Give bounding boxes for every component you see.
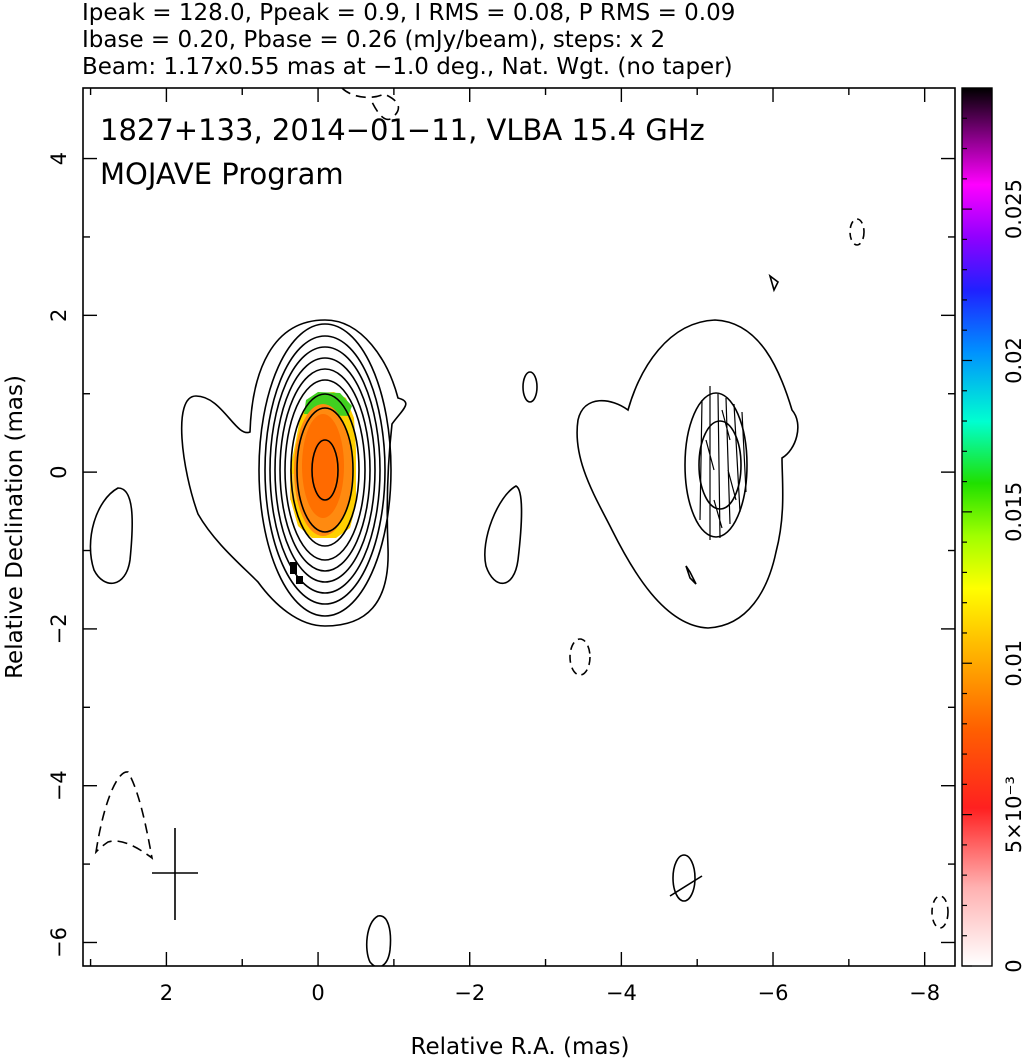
x-tick-label: −2 xyxy=(454,981,485,1005)
isolated-contours xyxy=(89,88,949,966)
axis-ticks xyxy=(83,88,955,966)
y-tick-label: 0 xyxy=(47,465,71,478)
polarization-vectors xyxy=(699,386,747,540)
colorbar-tick-label: 0.025 xyxy=(1002,179,1022,239)
colorbar-tick-label: 0 xyxy=(1002,959,1022,972)
y-tick-label: 4 xyxy=(47,152,71,165)
x-tick-label: 2 xyxy=(160,981,173,1005)
colorbar-tick-label: 5×10⁻³ xyxy=(1002,776,1022,853)
header-line-2: Ibase = 0.20, Pbase = 0.26 (mJy/beam), s… xyxy=(82,27,666,53)
y-tick-label: −6 xyxy=(47,927,71,958)
colorbar xyxy=(961,87,993,967)
x-tick-label: 0 xyxy=(311,981,324,1005)
chart-annotation-line-2: MOJAVE Program xyxy=(100,157,344,191)
header-line-3: Beam: 1.17x0.55 mas at −1.0 deg., Nat. W… xyxy=(82,54,733,80)
chart-annotation-line-1: 1827+133, 2014−01−11, VLBA 15.4 GHz xyxy=(100,113,705,147)
beam-cross xyxy=(152,828,198,920)
core-contours xyxy=(180,319,407,627)
colorbar-tick-label: 0.01 xyxy=(1002,640,1022,687)
x-tick-label: −6 xyxy=(758,981,789,1005)
colorbar-tick-label: 0.015 xyxy=(1002,482,1022,542)
header-line-1: Ipeak = 128.0, Ppeak = 0.9, I RMS = 0.08… xyxy=(82,0,736,26)
jet-component-contours xyxy=(576,319,799,629)
polarization-image xyxy=(290,392,356,584)
plot-frame xyxy=(82,87,956,967)
y-tick-label: −2 xyxy=(47,613,71,644)
colorbar-tick-label: 0.02 xyxy=(1002,337,1022,384)
y-tick-label: −4 xyxy=(47,770,71,801)
x-tick-label: −8 xyxy=(909,981,940,1005)
y-tick-label: 2 xyxy=(47,309,71,322)
y-axis-label: Relative Declination (mas) xyxy=(2,375,28,679)
x-axis-label: Relative R.A. (mas) xyxy=(411,1034,630,1060)
x-tick-label: −4 xyxy=(606,981,637,1005)
